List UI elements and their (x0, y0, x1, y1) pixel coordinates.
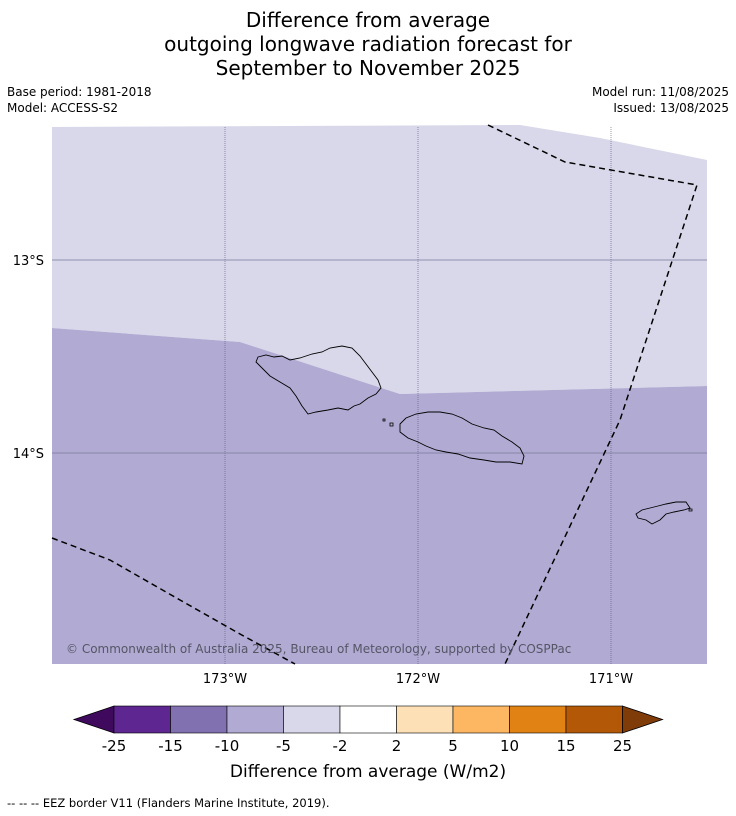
model-name: Model: ACCESS-S2 (7, 101, 119, 115)
colorbar-segment (339, 705, 397, 734)
colorbar-tick-label: 2 (392, 737, 402, 755)
tutuila-island (635, 501, 691, 525)
eez-legend-note: -- -- -- EEZ border V11 (Flanders Marine… (7, 796, 330, 810)
meta-left: Base period: 1981-2018 Model: ACCESS-S2 (7, 84, 152, 116)
colorbar-label: Difference from average (W/m2) (229, 762, 507, 782)
lon-label-172w: 172°W (396, 672, 440, 687)
colorbar-tick-label: 15 (556, 737, 575, 755)
model-run: Model run: 11/08/2025 (591, 85, 729, 99)
colorbar-extend-low (72, 705, 115, 734)
colorbar-segment (170, 705, 228, 734)
eez-border-southwest (51, 537, 296, 665)
colorbar-tick-label: 10 (500, 737, 519, 755)
colorbar-tick-label: -25 (102, 737, 127, 755)
lon-label-173w: 173°W (203, 672, 247, 687)
latitude-labels: 13°S 14°S (13, 254, 44, 462)
lat-label-14s: 14°S (13, 447, 44, 462)
base-period: Base period: 1981-2018 (7, 85, 152, 99)
apolima-islet (389, 422, 394, 427)
meta-right: Model run: 11/08/2025 Issued: 13/08/2025 (592, 84, 729, 116)
colorbar-tick-label: -2 (333, 737, 348, 755)
colorbar-segment (113, 705, 171, 734)
colorbar: -25 -15 -10 -5 -2 2 5 10 15 25 (72, 705, 664, 755)
map-panel: © Commonwealth of Australia 2025, Bureau… (51, 124, 707, 665)
title-line-2: outgoing longwave radiation forecast for (164, 32, 572, 56)
colorbar-tick-label: 25 (613, 737, 632, 755)
longitude-labels: 173°W 172°W 171°W (203, 672, 633, 687)
colorbar-segment (396, 705, 454, 734)
colorbar-segment (226, 705, 284, 734)
graticule (224, 127, 612, 664)
colorbar-tick-label: -5 (276, 737, 291, 755)
anomaly-region-light (52, 125, 707, 394)
aunuu-islet (688, 508, 693, 512)
copyright-notice: © Commonwealth of Australia 2025, Bureau… (66, 642, 571, 656)
colorbar-segment (565, 705, 623, 734)
colorbar-tick-label: -15 (158, 737, 183, 755)
title-line-1: Difference from average (245, 8, 491, 32)
colorbar-tick-label: -10 (215, 737, 240, 755)
colorbar-extend-high (622, 705, 664, 734)
map-title: Difference from average outgoing longwav… (0, 8, 736, 80)
savaii-island (255, 345, 382, 415)
colorbar-segment (509, 705, 567, 734)
title-line-3: September to November 2025 (215, 56, 521, 80)
issued-date: Issued: 13/08/2025 (613, 101, 729, 115)
upolu-island (399, 411, 525, 465)
graticule-parallels (52, 259, 707, 454)
colorbar-segment (283, 705, 341, 734)
lon-label-171w: 171°W (589, 672, 633, 687)
anomaly-region-medium (52, 328, 707, 664)
colorbar-segment (452, 705, 510, 734)
manono-islet (382, 418, 386, 422)
lat-label-13s: 13°S (13, 254, 44, 269)
colorbar-tick-label: 5 (448, 737, 458, 755)
